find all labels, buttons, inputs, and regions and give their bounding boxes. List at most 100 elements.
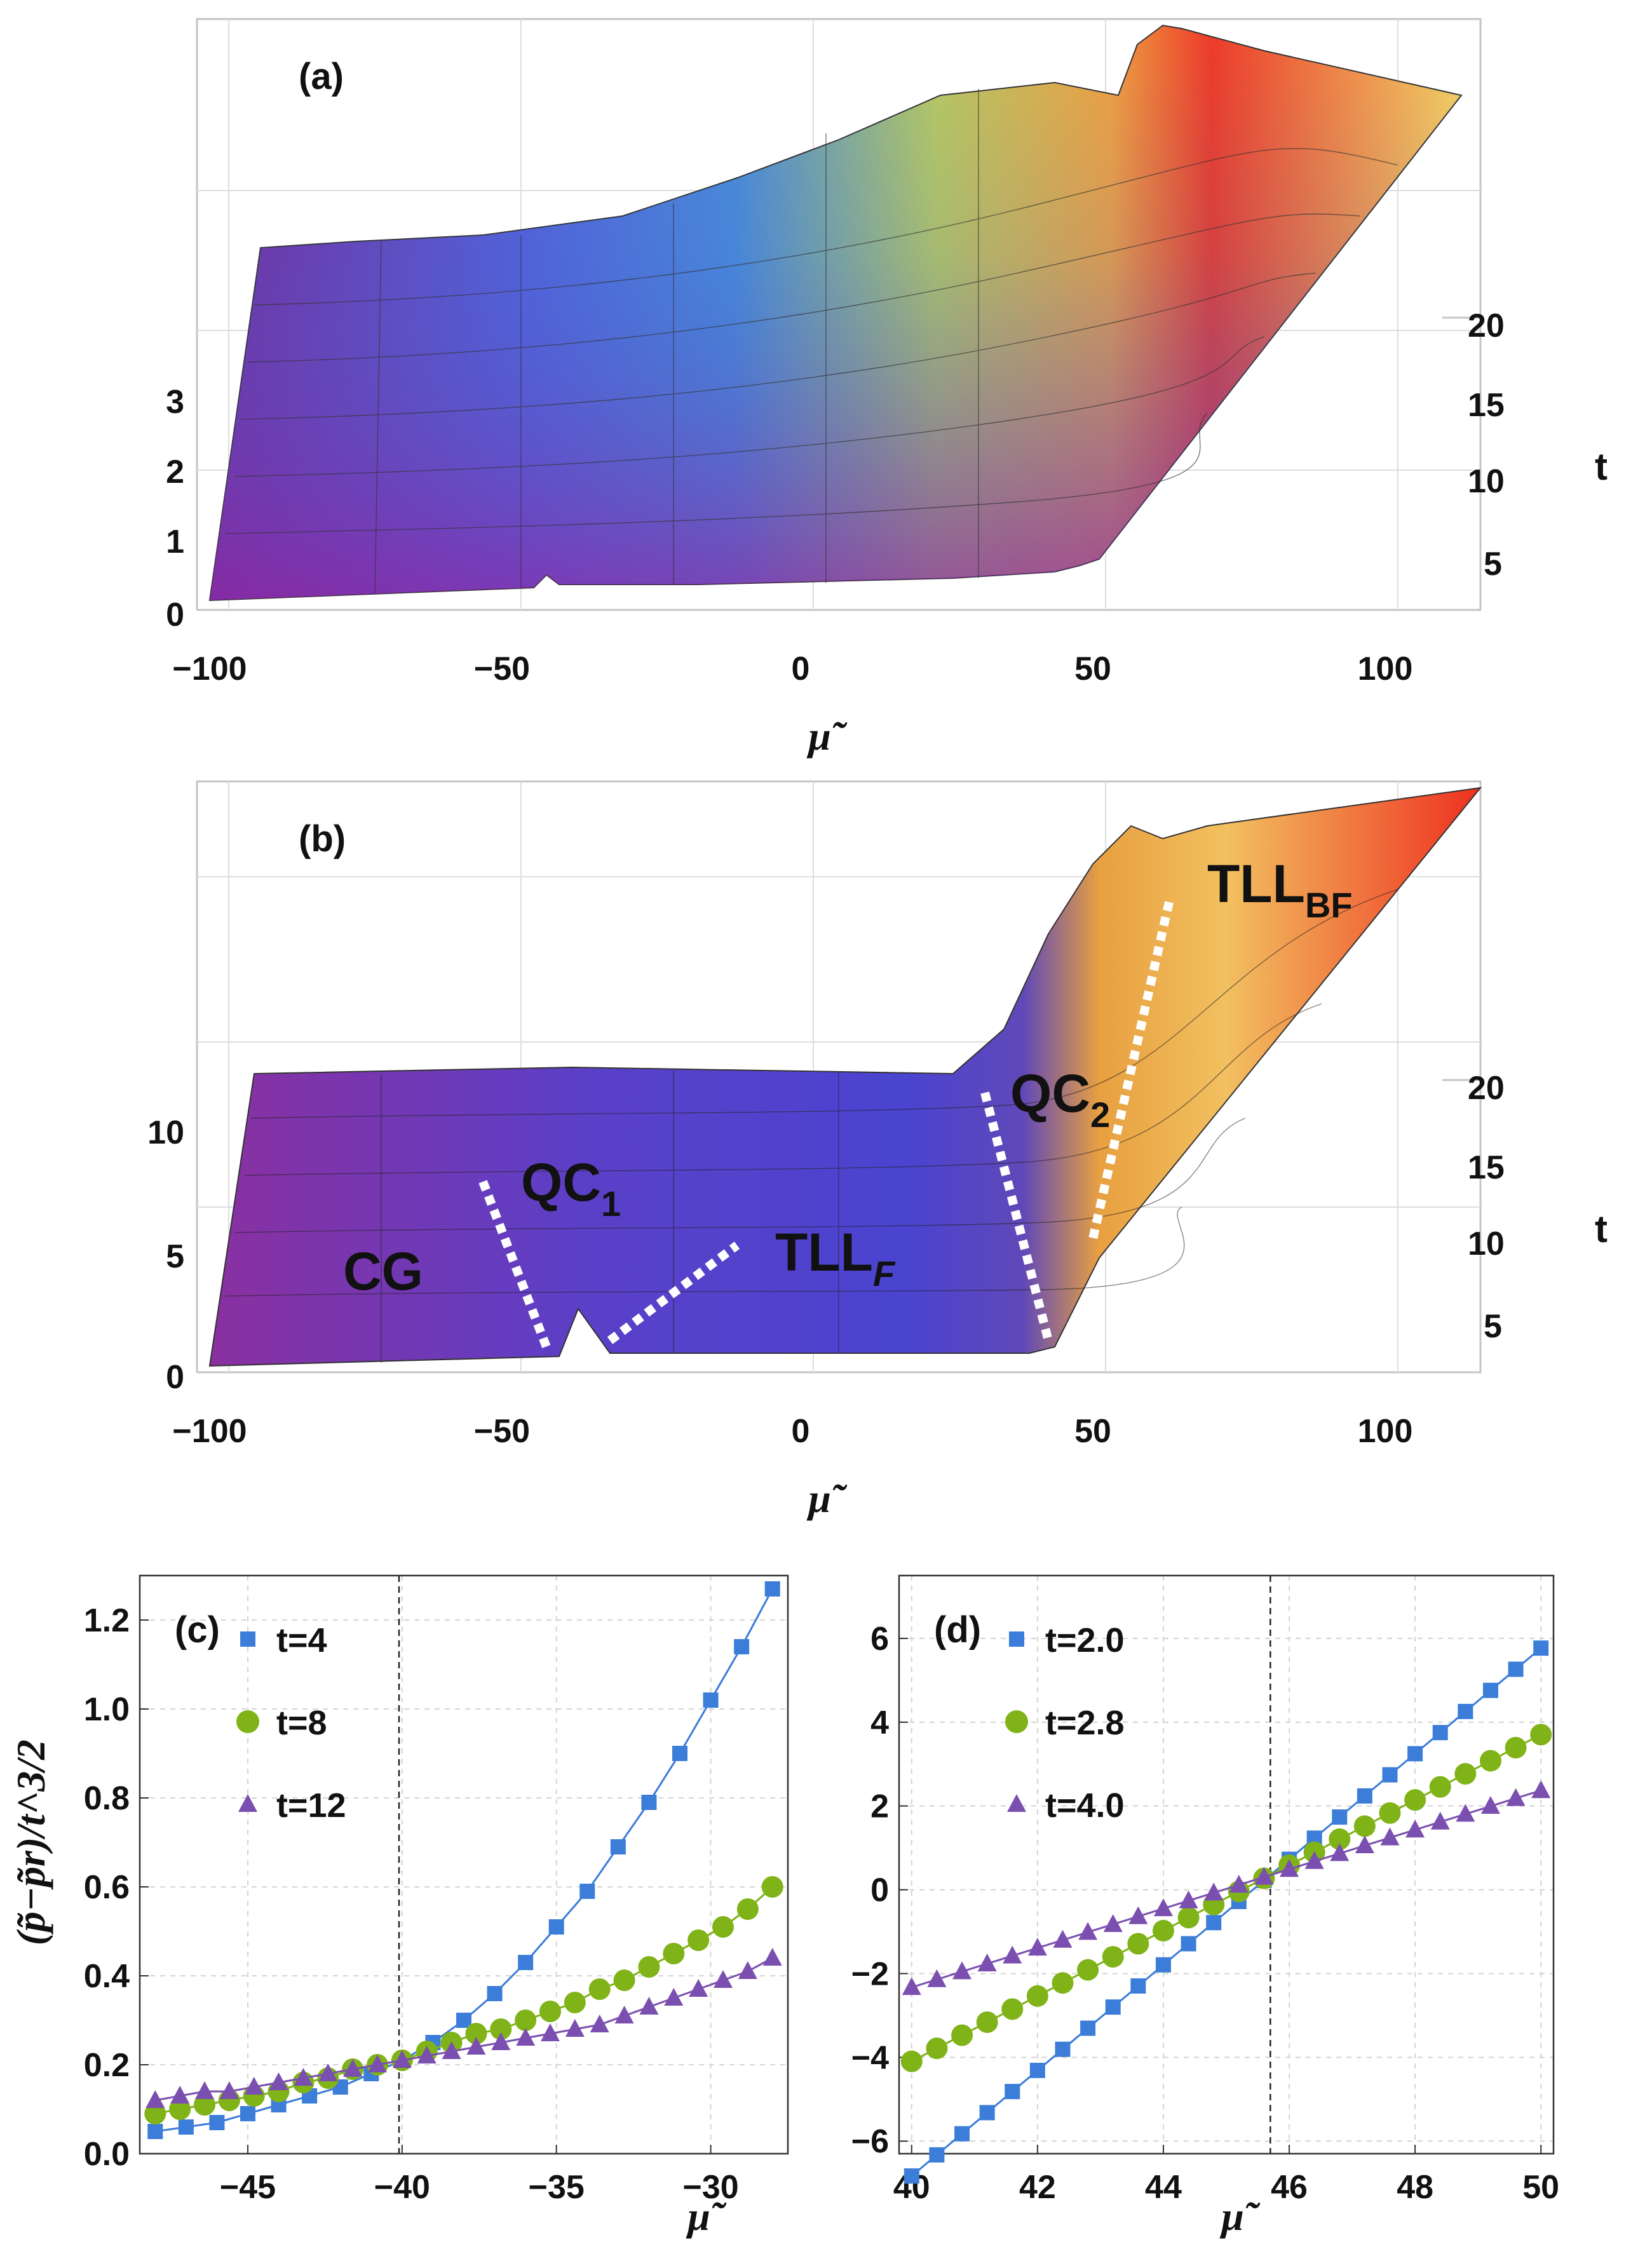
panel-d-point-square xyxy=(929,2147,945,2163)
panel-b-x-tick: 0 xyxy=(792,1413,810,1450)
panel-d-y-tick: 4 xyxy=(870,1705,889,1741)
panel-a-y-tick: 5 xyxy=(1484,546,1502,583)
panel-d-point-circle xyxy=(1429,1776,1451,1798)
panel-d-point-circle xyxy=(1177,1907,1200,1929)
panel-c-point-triangle xyxy=(565,2019,585,2037)
panel-c-point-square xyxy=(548,1919,564,1935)
panel-a-mesh xyxy=(225,89,1398,595)
panel-c-point-triangle xyxy=(689,1979,708,1997)
panel-c-x-tick: −30 xyxy=(682,2169,738,2206)
panel-c-y-label: (p̃−p̃r)/t^3/2 xyxy=(8,1739,53,1945)
panel-c-point-triangle xyxy=(219,2081,239,2099)
panel-d-legend-label: t=2.8 xyxy=(1045,1704,1125,1742)
panel-c-point-square xyxy=(518,1955,534,1970)
panel-c-point-triangle xyxy=(466,2037,486,2055)
panel-c-point-circle xyxy=(564,1992,586,2013)
panel-d-point-triangle xyxy=(1003,1945,1022,1964)
panel-d-point-square xyxy=(1407,1746,1423,1762)
panel-c-y-tick: 1.0 xyxy=(84,1691,130,1728)
panel-d-point-square xyxy=(1382,1767,1398,1783)
panel-c-point-square xyxy=(147,2124,163,2139)
panel-d-x-tick: 48 xyxy=(1397,2169,1433,2206)
panel-c-point-triangle xyxy=(195,2081,214,2099)
panel-c-point-square xyxy=(487,1986,503,2001)
panel-b-mesh xyxy=(225,889,1398,1363)
panel-d-legend-label: t=4.0 xyxy=(1045,1786,1125,1825)
panel-d-point-triangle xyxy=(1304,1851,1324,1869)
panel-a-z-tick: 0 xyxy=(166,597,184,633)
panel-a-x-tick: −50 xyxy=(474,651,530,687)
panel-c: μ̃ (p̃−p̃r)/t^3/2 −45 −40 −35 −300.00.20.40… xyxy=(8,1574,789,2239)
panel-c-point-triangle xyxy=(516,2028,536,2046)
panel-d-point-square xyxy=(1533,1640,1549,1656)
panel-d-point-circle xyxy=(1127,1933,1149,1955)
panel-c-x-tick: −45 xyxy=(220,2169,276,2206)
panel-d-point-circle xyxy=(1026,1985,1048,2007)
panel-c-point-circle xyxy=(194,2094,215,2116)
panel-c-point-triangle xyxy=(590,2015,609,2032)
panel-d-point-triangle xyxy=(1280,1859,1299,1877)
panel-d-point-circle xyxy=(1404,1789,1426,1811)
panel-b-x-tick: 100 xyxy=(1358,1413,1413,1450)
panel-c-point-square xyxy=(178,2119,194,2135)
panel-b-box xyxy=(196,780,1482,1374)
region-tll-bf: TLLBF xyxy=(1207,854,1353,925)
panel-d-point-circle xyxy=(926,2037,948,2060)
panel-b-x-ticks: −100 −50 0 50 100 xyxy=(172,1413,1412,1450)
panel-c-point-triangle xyxy=(614,2006,634,2023)
panel-c-point-circle xyxy=(663,1943,685,1964)
panel-d-y-tick: 6 xyxy=(870,1621,889,1658)
panel-d-point-square xyxy=(1332,1809,1348,1825)
panel-d-x-tick: 46 xyxy=(1271,2169,1308,2206)
panel-d-point-square xyxy=(954,2126,970,2142)
panel-d-point-circle xyxy=(1102,1946,1124,1968)
panel-b-x-tick: −50 xyxy=(474,1413,530,1450)
panel-a-y-tick: 15 xyxy=(1468,387,1505,424)
panel-a-y-tick: 10 xyxy=(1468,463,1505,500)
panel-b-z-tick: 10 xyxy=(147,1114,184,1151)
panel-d-point-square xyxy=(1482,1682,1498,1698)
panel-c-point-circle xyxy=(687,1929,710,1951)
panel-d-point-square xyxy=(1105,1999,1121,2015)
panel-c-point-square xyxy=(734,1639,750,1654)
panel-c-point-triangle xyxy=(343,2059,363,2077)
panel-d-point-circle xyxy=(951,2024,973,2046)
panel-c-point-circle xyxy=(712,1916,734,1938)
panel-c-point-triangle xyxy=(541,2023,560,2041)
panel-a-y-tick: 20 xyxy=(1468,307,1505,344)
panel-b-y-tick: 20 xyxy=(1468,1070,1505,1107)
panel-a-x-ticks: −100 −50 0 50 100 xyxy=(172,651,1412,687)
panel-d-point-circle xyxy=(1077,1959,1099,1981)
panel-a-z-tick: 1 xyxy=(166,523,184,560)
panel-d-x-tick: 44 xyxy=(1145,2169,1182,2206)
panel-c-point-circle xyxy=(490,2018,512,2040)
panel-d-point-circle xyxy=(1052,1972,1074,1994)
panel-c-point-circle xyxy=(761,1876,783,1898)
panel-c-x-tick: −35 xyxy=(529,2169,585,2206)
panel-c-point-triangle xyxy=(442,2041,461,2059)
panel-d-point-triangle xyxy=(1355,1835,1374,1853)
panel-c-point-triangle xyxy=(417,2046,437,2063)
panel-d-point-triangle xyxy=(1531,1780,1551,1799)
panel-d-point-square xyxy=(904,2168,919,2184)
panel-a-x-tick: −100 xyxy=(172,651,247,687)
panel-d-x-tick: 50 xyxy=(1522,2169,1559,2206)
panel-c-point-triangle xyxy=(491,2032,511,2050)
panel-d-y-tick: 0 xyxy=(870,1872,889,1909)
panel-d-point-square xyxy=(1357,1788,1372,1804)
panel-a-box xyxy=(196,18,1482,611)
panel-d-point-triangle xyxy=(1430,1811,1450,1830)
panel-d-point-square xyxy=(1508,1661,1524,1677)
panel-c-legend-label: t=12 xyxy=(276,1786,346,1825)
panel-c-point-square xyxy=(641,1795,657,1810)
panel-b-x-tick: −100 xyxy=(172,1413,247,1450)
panel-d-point-square xyxy=(1458,1703,1473,1719)
panel-c-point-circle xyxy=(539,2001,561,2022)
panel-d-point-square xyxy=(1432,1725,1448,1741)
panel-b-label: (b) xyxy=(299,818,346,860)
panel-d-y-tick: −6 xyxy=(851,2123,889,2160)
panel-d-point-triangle xyxy=(1480,1796,1500,1814)
panel-c-series-line xyxy=(155,1957,773,2102)
